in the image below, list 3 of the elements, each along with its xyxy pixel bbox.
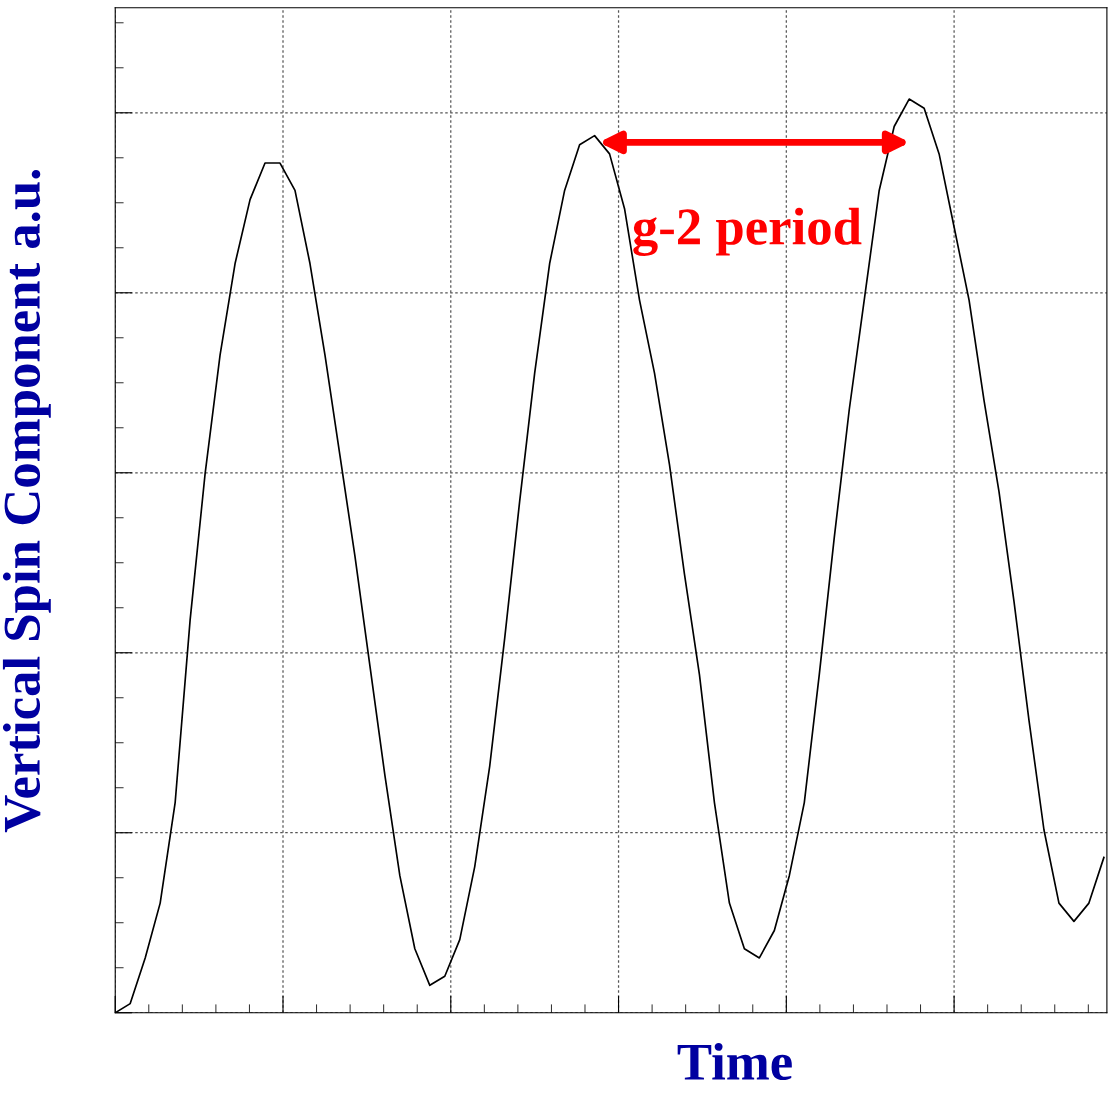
y-axis-title: Vertical Spin Component a.u.: [2, 169, 51, 833]
x-axis-title: Time: [677, 1042, 792, 1080]
annotation: g-2 period: [633, 207, 862, 256]
